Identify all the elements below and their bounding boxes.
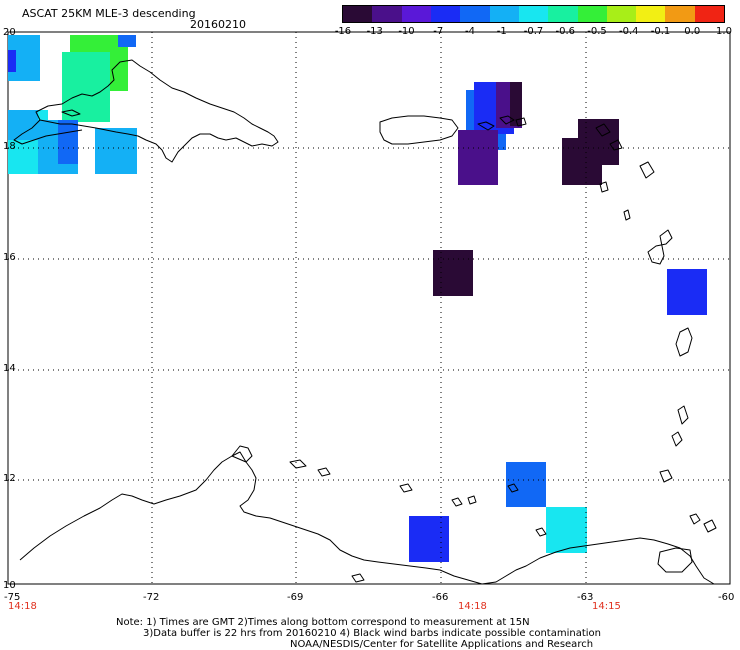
- color-scale-segment: [636, 6, 666, 22]
- plot-frame: [7, 31, 731, 585]
- data-cell: [62, 52, 110, 122]
- time-label-left: 14:18: [8, 601, 37, 612]
- data-cell: [458, 130, 498, 185]
- virgin-islands: [477, 115, 527, 131]
- color-scale-labels: -16 -13 -10 -7 -4 -1 -0.7 -0.6 -0.5 -0.4 -0.1 0.0 1.…: [0, 26, 740, 38]
- haiti-peninsula: [13, 119, 83, 145]
- lon-label-75: -75: [4, 592, 21, 603]
- lat-label-12: 12: [3, 473, 16, 484]
- lon-label-60: -60: [718, 592, 735, 603]
- data-cell: [95, 128, 137, 174]
- color-scale-label: -16: [334, 26, 352, 37]
- gonave-island: [61, 109, 81, 117]
- color-scale-label: -0.4: [618, 26, 639, 37]
- data-cell: [409, 516, 449, 562]
- color-scale-label: -13: [366, 26, 383, 37]
- note-line-3: NOAA/NESDIS/Center for Satellite Applica…: [290, 639, 594, 650]
- color-scale-segment: [694, 6, 725, 22]
- trinidad-island: [657, 547, 693, 573]
- data-cell: [118, 35, 136, 47]
- note-line-2: 3)Data buffer is 22 hrs from 20160210 4)…: [143, 628, 601, 639]
- data-cell: [433, 250, 473, 296]
- color-scale-label: -0.5: [587, 26, 607, 37]
- color-scale-segment: [372, 6, 402, 22]
- lon-label-72: -72: [143, 592, 160, 603]
- leeward-islands: [595, 123, 717, 533]
- lat-label-18: 18: [3, 141, 16, 152]
- color-scale-label: -0.6: [555, 26, 575, 37]
- color-scale-segment: [460, 6, 490, 22]
- color-scale-label: 1.0: [716, 26, 732, 37]
- color-scale-label: -0.7: [523, 26, 544, 37]
- coastlines: [13, 59, 717, 585]
- color-scale-bar: [342, 5, 725, 23]
- graticule: [8, 32, 730, 584]
- south-american-coast: [19, 451, 715, 585]
- data-cell: [8, 110, 38, 140]
- hispaniola-coast: [35, 59, 279, 163]
- color-scale-label: -1: [496, 26, 507, 37]
- color-scale-segment: [548, 6, 578, 22]
- abc-islands: [289, 459, 547, 583]
- product-date: 20160210: [190, 18, 246, 31]
- color-scale-label: 0.0: [684, 26, 701, 37]
- color-scale-label: -10: [398, 26, 415, 37]
- product-title: ASCAT 25KM MLE-3 descending: [22, 7, 196, 20]
- lon-label-63: -63: [577, 592, 594, 603]
- color-scale-segment: [577, 6, 607, 22]
- data-cell: [667, 269, 707, 315]
- time-label-right: 14:15: [592, 601, 621, 612]
- data-cell: [58, 120, 78, 164]
- lon-label-66: -66: [432, 592, 449, 603]
- color-scale-segment: [665, 6, 695, 22]
- data-cells: [8, 35, 707, 562]
- lat-label-16: 16: [3, 252, 16, 263]
- data-cell: [562, 138, 602, 185]
- color-scale-label: -0.1: [650, 26, 671, 37]
- time-label-center: 14:18: [458, 601, 487, 612]
- color-scale-segment: [489, 6, 519, 22]
- data-cell: [510, 82, 522, 126]
- lon-label-69: -69: [287, 592, 304, 603]
- color-scale-segment: [401, 6, 431, 22]
- color-scale-segment: [430, 6, 461, 22]
- lat-label-20: 20: [3, 27, 16, 38]
- color-scale-segment: [606, 6, 637, 22]
- lat-label-14: 14: [3, 363, 16, 374]
- color-scale-label: -7: [433, 26, 444, 37]
- lat-label-10: 10: [3, 580, 16, 591]
- color-scale-segment: [518, 6, 549, 22]
- color-scale-segment: [343, 6, 373, 22]
- puerto-rico-coast: [379, 115, 459, 145]
- data-cell: [8, 50, 16, 72]
- data-cell: [546, 507, 587, 553]
- paraguana-peninsula: [231, 445, 253, 463]
- color-scale-label: -4: [465, 26, 475, 37]
- note-line-1: Note: 1) Times are GMT 2)Times along bot…: [116, 617, 530, 628]
